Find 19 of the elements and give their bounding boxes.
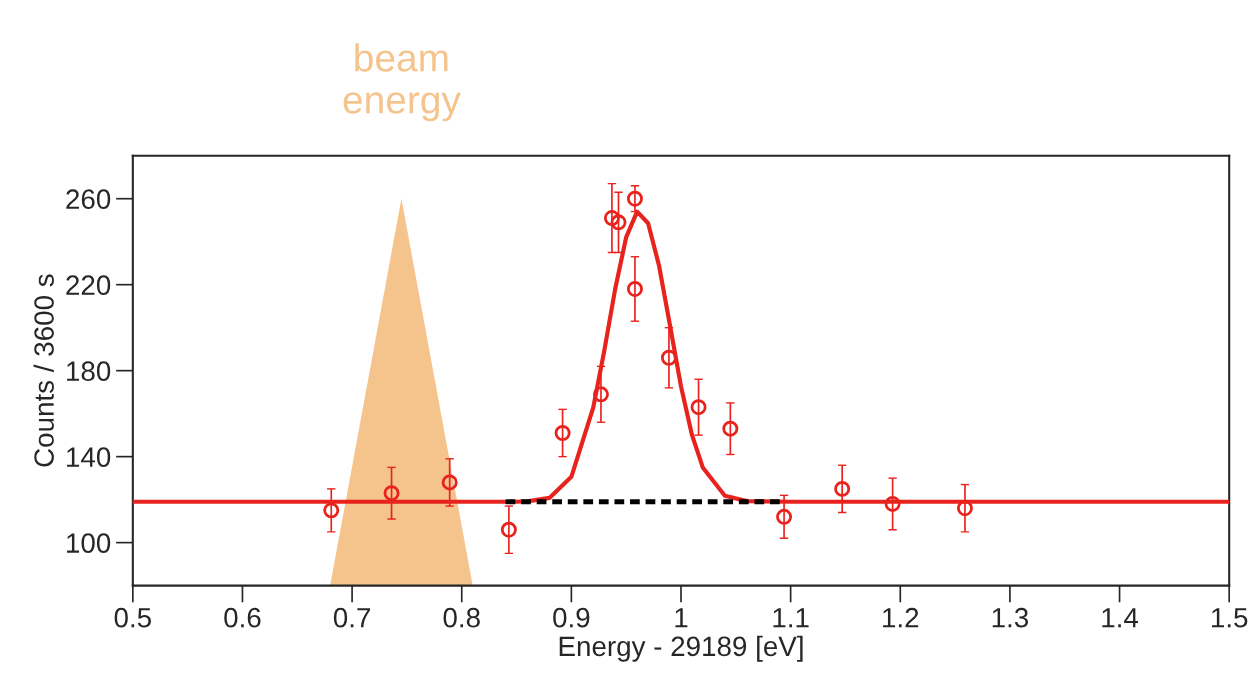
- x-tick-label: 0.5: [114, 607, 151, 628]
- x-tick-label: 0.6: [224, 607, 261, 628]
- x-tick-label: 1.3: [992, 607, 1029, 628]
- y-tick-label: 260: [66, 189, 111, 210]
- text: beam energy: [343, 43, 461, 122]
- x-tick-label: 0.8: [443, 607, 480, 628]
- x-tick-label: 0.7: [333, 607, 371, 628]
- y-tick-label: 140: [67, 447, 111, 467]
- x-axis-title: Energy - 29189 [eV]: [559, 635, 803, 662]
- y-tick-label: 220: [66, 275, 111, 296]
- x-tick-label: 1.5: [1212, 608, 1248, 628]
- y-tick-label: 180: [67, 361, 111, 381]
- x-tick-label: 0.9: [553, 607, 590, 628]
- x-tick-label: 1.2: [883, 607, 919, 628]
- y-axis-title: Counts / 3600 s: [33, 274, 54, 467]
- y-tick-label: 100: [67, 533, 111, 553]
- x-tick-label: 1.1: [773, 608, 809, 628]
- x-tick-label: 1.4: [1102, 608, 1139, 628]
- x-tick-label: 1: [675, 608, 688, 628]
